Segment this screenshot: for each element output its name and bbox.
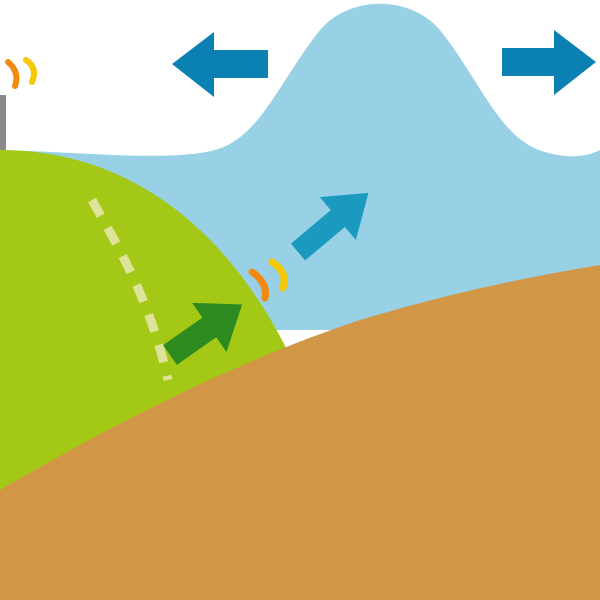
arrow-left-icon (172, 32, 268, 97)
arrow-right-icon (502, 30, 596, 95)
dashed-path (88, 197, 173, 381)
brown-ground (0, 265, 600, 600)
arrow-up-right-teal-icon (290, 192, 369, 261)
arrow-up-right-green-icon (163, 302, 243, 365)
signal-waves-small-icon (5, 57, 37, 89)
signal-waves-icon (248, 258, 288, 302)
pole (0, 95, 6, 150)
